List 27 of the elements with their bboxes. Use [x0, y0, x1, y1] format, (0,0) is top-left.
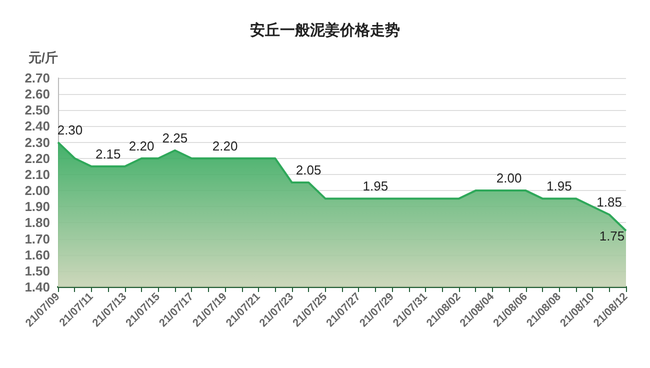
y-tick-label: 2.30 — [24, 134, 50, 150]
y-tick-label: 2.10 — [24, 166, 50, 182]
y-tick-label: 1.90 — [24, 199, 50, 214]
y-tick-label: 2.40 — [24, 118, 50, 134]
data-label: 2.25 — [162, 130, 188, 146]
y-axis-title: 元/斤 — [27, 50, 58, 65]
y-tick-label: 2.20 — [24, 150, 50, 166]
data-label: 2.15 — [95, 146, 121, 162]
chart-title: 安丘一般泥姜价格走势 — [250, 21, 400, 39]
data-label: 1.85 — [596, 194, 622, 210]
data-label: 1.75 — [599, 228, 625, 244]
data-label: 2.30 — [57, 122, 83, 138]
y-tick-label: 1.50 — [24, 263, 50, 278]
data-label: 2.00 — [496, 170, 522, 186]
data-label: 1.95 — [362, 178, 388, 194]
data-label: 2.20 — [128, 138, 154, 154]
y-tick-label: 2.60 — [24, 86, 50, 102]
y-tick-label: 1.40 — [24, 280, 50, 294]
data-label: 2.05 — [296, 162, 322, 178]
y-tick-label: 1.70 — [24, 231, 50, 246]
data-label: 2.20 — [212, 138, 238, 154]
y-tick-label: 2.50 — [24, 102, 50, 118]
y-tick-label: 2.70 — [24, 70, 50, 86]
y-tick-label: 1.60 — [24, 247, 50, 262]
data-label: 1.95 — [546, 178, 572, 194]
y-tick-label: 2.00 — [24, 183, 50, 198]
y-tick-label: 1.80 — [24, 215, 50, 230]
